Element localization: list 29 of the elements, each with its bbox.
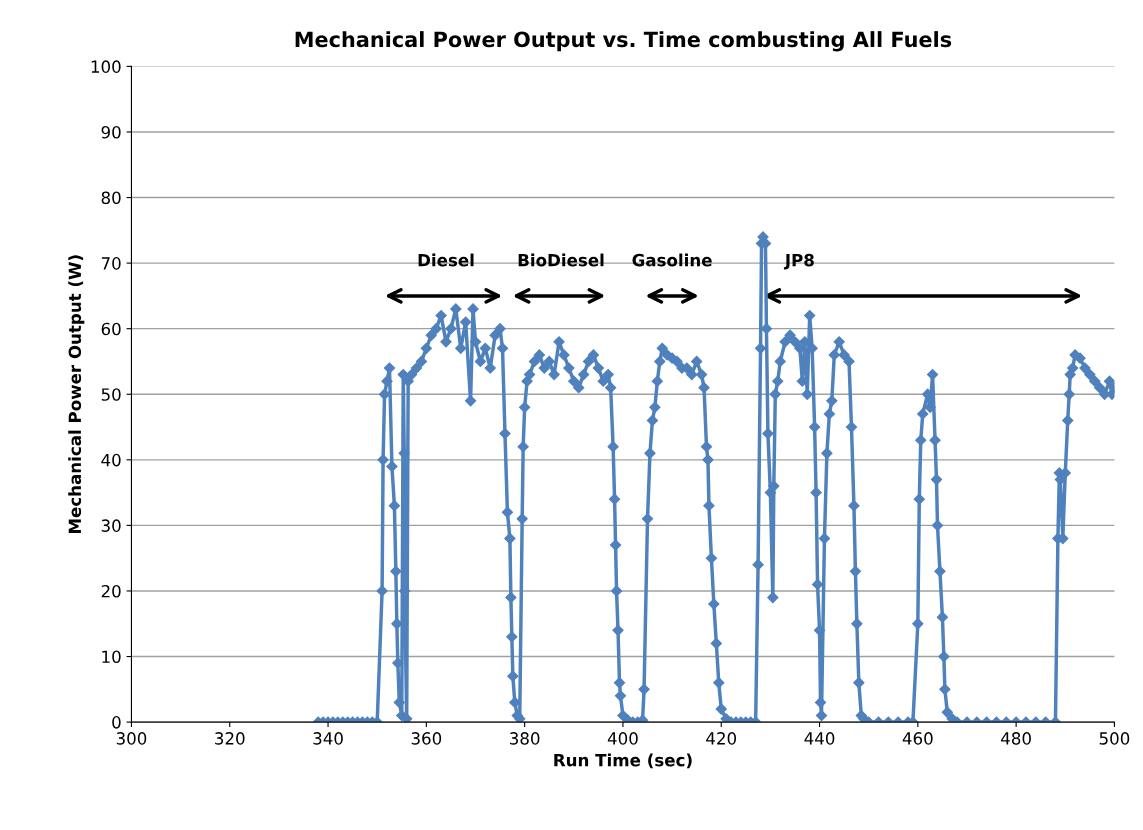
y-tick-label: 100	[91, 60, 121, 73]
y-tick-label: 70	[101, 257, 121, 270]
x-tick-label: 360	[411, 732, 442, 745]
y-axis-title: Mechanical Power Output (W)	[68, 255, 85, 534]
x-tick-label: 380	[510, 732, 540, 745]
x-tick-label: 420	[706, 732, 737, 745]
x-tick-label: 460	[902, 732, 933, 745]
annotation: JP8	[783, 253, 814, 270]
annotation: Gasoline	[632, 253, 712, 267]
x-tick-label: 480	[1001, 732, 1031, 745]
y-tick-label: 0	[112, 716, 121, 729]
y-tick-label: 90	[101, 125, 121, 139]
x-axis-title: Run Time (sec)	[554, 753, 692, 769]
y-tick-label: 80	[101, 191, 121, 205]
y-tick-label: 40	[101, 453, 121, 467]
x-tick-label: 320	[215, 732, 245, 745]
annotation: BioDiesel	[518, 253, 604, 267]
x-tick-label: 440	[804, 732, 835, 745]
x-tick-label: 400	[607, 732, 638, 745]
y-tick-label: 30	[101, 519, 121, 532]
annotation: Diesel	[418, 253, 474, 267]
x-tick-label: 300	[116, 732, 147, 745]
y-tick-label: 10	[102, 650, 121, 664]
x-tick-label: 340	[313, 732, 343, 745]
y-tick-label: 60	[101, 322, 121, 336]
x-tick-label: 500	[1099, 732, 1130, 745]
y-tick-label: 20	[101, 584, 121, 598]
y-tick-label: 50	[101, 388, 121, 401]
chart-title: Mechanical Power Output vs. Time combusting All Fuels	[295, 31, 952, 52]
